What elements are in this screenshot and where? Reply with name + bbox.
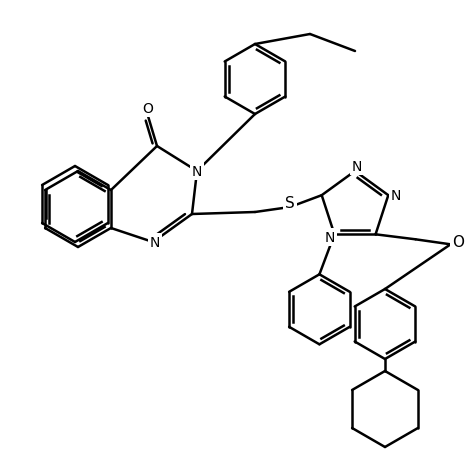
Text: O: O <box>453 234 464 249</box>
Text: N: N <box>352 160 362 174</box>
Text: O: O <box>143 102 153 116</box>
Text: S: S <box>285 195 295 210</box>
Text: N: N <box>192 165 202 179</box>
Text: N: N <box>150 236 160 249</box>
Text: N: N <box>324 231 335 245</box>
Text: N: N <box>391 189 402 203</box>
